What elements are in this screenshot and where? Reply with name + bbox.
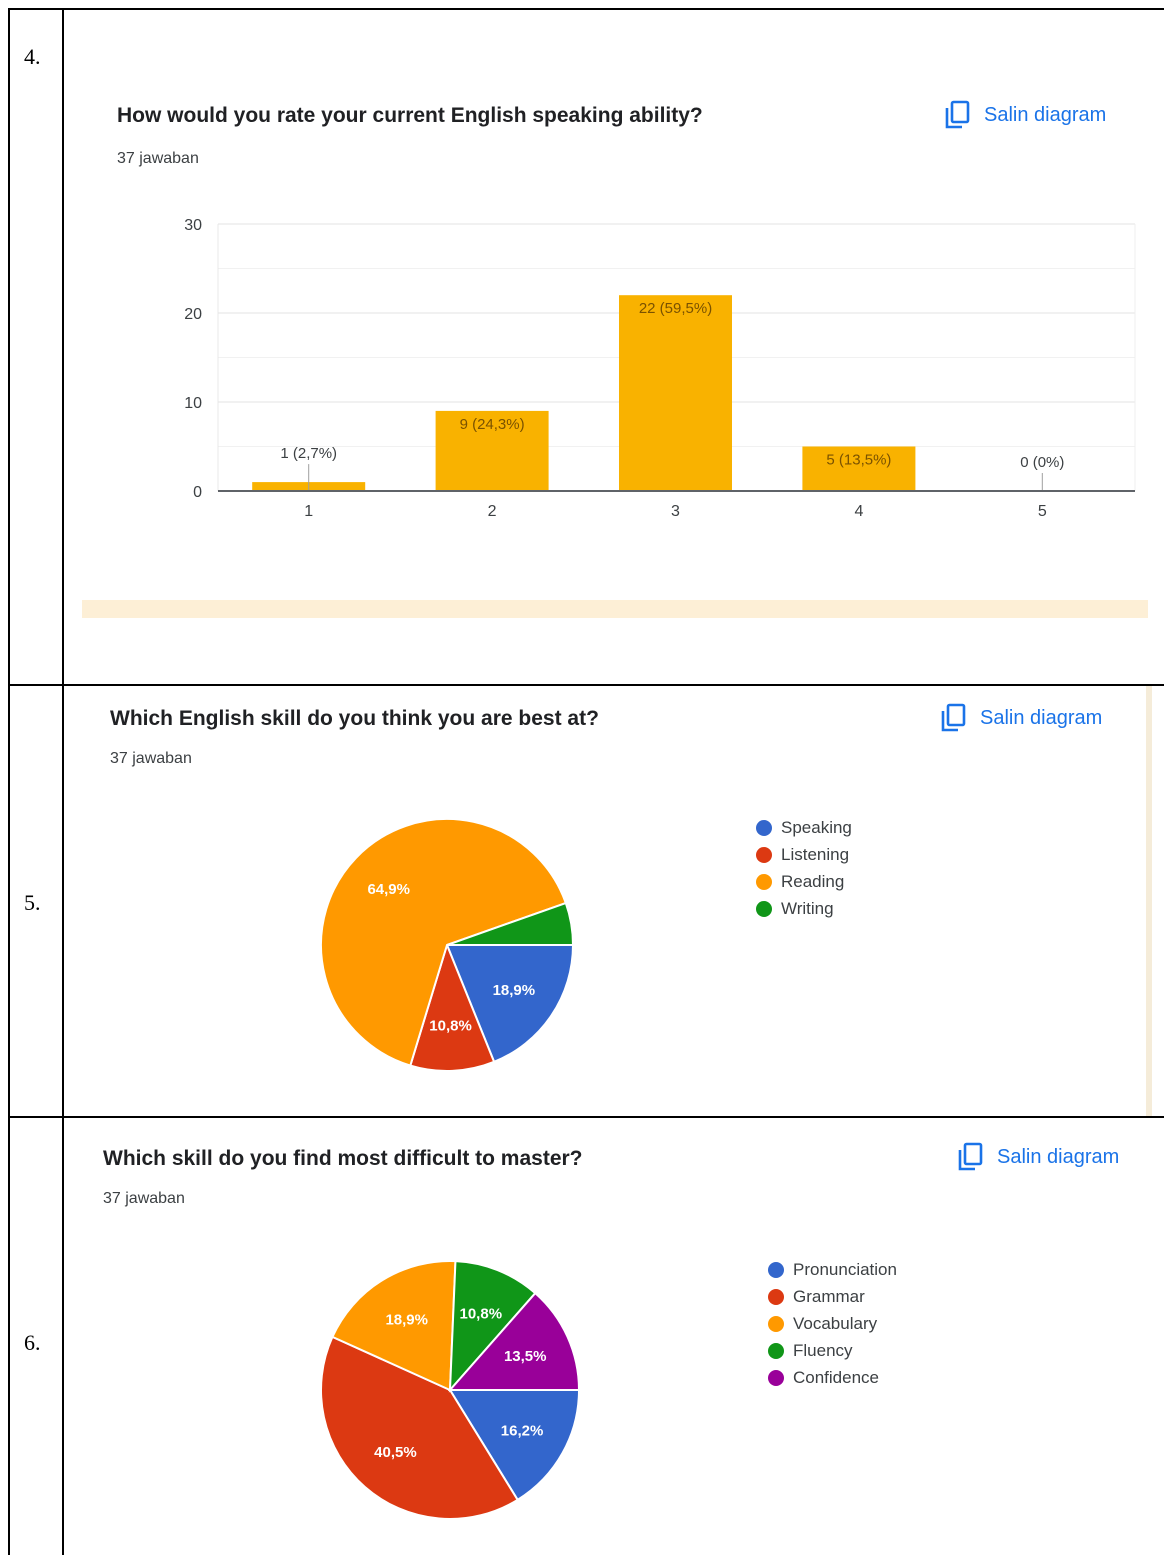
y-tick-label: 10 (184, 395, 202, 412)
copy-chart-button[interactable]: Salin diagram (957, 1142, 1119, 1172)
table-row-divider (8, 1116, 1164, 1118)
bar-data-label: 5 (13,5%) (826, 452, 891, 469)
legend-label: Pronunciation (793, 1259, 897, 1279)
chart1-title: How would you rate your current English … (117, 104, 703, 127)
legend-label: Listening (781, 844, 850, 864)
pie-slice-label: 10,8% (429, 1018, 472, 1035)
copy-icon (958, 1142, 983, 1171)
legend-swatch (756, 900, 772, 917)
card-bottom-band (82, 600, 1148, 618)
x-tick-label: 1 (304, 503, 313, 520)
legend-label: Reading (781, 871, 845, 891)
pie-slice-label: 64,9% (367, 881, 410, 898)
legend-swatch (756, 846, 772, 863)
legend-item: Fluency (768, 1337, 897, 1364)
pie-slice (445, 944, 575, 1064)
copy-chart-label: Salin diagram (980, 706, 1103, 729)
pie-legend-difficult-skill: Pronunciation Grammar Vocabulary Fluency Con… (768, 1256, 897, 1391)
copy-chart-button[interactable]: Salin diagram (944, 100, 1106, 130)
pie-slice (447, 1291, 581, 1391)
bar-data-label: 1 (2,7%) (280, 445, 337, 462)
table-column-divider (62, 8, 64, 1555)
legend-item: Writing (756, 895, 852, 922)
pie-legend-best-skill: Speaking Listening Reading Writing (756, 814, 852, 922)
legend-label: Vocabulary (793, 1313, 878, 1333)
copy-chart-label: Salin diagram (997, 1145, 1120, 1168)
table-frame (8, 8, 1164, 1555)
legend-item: Listening (756, 841, 852, 868)
bar-data-label: 22 (59,5%) (639, 300, 712, 317)
copy-icon (941, 703, 966, 732)
pie-slice (320, 818, 568, 1067)
x-tick-label: 5 (1038, 503, 1047, 520)
legend-swatch (768, 1261, 784, 1278)
pie-slice-label: 13,5% (504, 1348, 547, 1365)
bar (435, 410, 549, 491)
pie-slice-label: 18,9% (493, 982, 536, 999)
row-number-4: 4. (24, 44, 41, 69)
legend-swatch (756, 819, 772, 836)
legend-label: Writing (781, 898, 834, 918)
pie-slice-label: 10,8% (460, 1305, 503, 1322)
chart1-response-count: 37 jawaban (117, 150, 199, 167)
legend-swatch (768, 1288, 784, 1305)
chart3-response-count: 37 jawaban (103, 1190, 185, 1207)
legend-label: Grammar (793, 1286, 865, 1306)
row-number-5: 5. (24, 890, 41, 915)
copy-chart-label: Salin diagram (984, 103, 1107, 126)
chart2-title: Which English skill do you think you are… (110, 707, 599, 730)
chart2-response-count: 37 jawaban (110, 750, 192, 767)
legend-item: Grammar (768, 1283, 897, 1310)
pie-slice-label: 18,9% (385, 1312, 428, 1329)
legend-swatch (768, 1315, 784, 1332)
row-number-6: 6. (24, 1330, 41, 1355)
pie-chart-best-skill: 18,9% 10,8% 64,9% (320, 818, 575, 1072)
legend-label: Confidence (793, 1367, 880, 1387)
legend-item: Confidence (768, 1364, 897, 1391)
legend-item: Pronunciation (768, 1256, 897, 1283)
chart3-title: Which skill do you find most difficult t… (103, 1147, 583, 1170)
pie-slice (320, 1335, 520, 1520)
pie-slice-label: 40,5% (374, 1444, 417, 1461)
legend-swatch (768, 1342, 784, 1359)
legend-label: Fluency (793, 1340, 853, 1360)
pie-slice (331, 1260, 457, 1392)
bar (802, 446, 916, 491)
bar-chart: 0 10 20 30 1 (2,7%) 1 9 (24,3%) 2 22 (59,5%) 3 5 (… (184, 217, 1136, 520)
pie-slice-label: 16,2% (501, 1422, 544, 1439)
card-edge-shade (1146, 686, 1152, 1116)
copy-icon (945, 100, 970, 129)
pie-slice (409, 941, 496, 1072)
bar (619, 295, 732, 491)
bar-data-label: 9 (24,3%) (460, 416, 525, 433)
bar-data-label: 0 (0%) (1020, 454, 1064, 471)
pie-slice (448, 1389, 581, 1502)
legend-item: Vocabulary (768, 1310, 897, 1337)
pie-chart-difficult-skill: 16,2% 40,5% 18,9% 10,8% 13,5% (320, 1260, 581, 1520)
legend-swatch (756, 873, 772, 890)
y-tick-label: 20 (184, 306, 202, 323)
copy-chart-button[interactable]: Salin diagram (940, 703, 1102, 733)
legend-item: Reading (756, 868, 852, 895)
legend-item: Speaking (756, 814, 852, 841)
x-tick-label: 4 (854, 503, 863, 520)
x-tick-label: 3 (671, 503, 680, 520)
pie-slice (446, 901, 575, 946)
legend-swatch (768, 1369, 784, 1386)
pie-slice (448, 1260, 537, 1393)
y-tick-label: 0 (193, 484, 202, 501)
x-tick-label: 2 (488, 503, 497, 520)
table-row-divider (8, 684, 1164, 686)
legend-label: Speaking (781, 817, 852, 837)
y-tick-label: 30 (184, 217, 202, 234)
